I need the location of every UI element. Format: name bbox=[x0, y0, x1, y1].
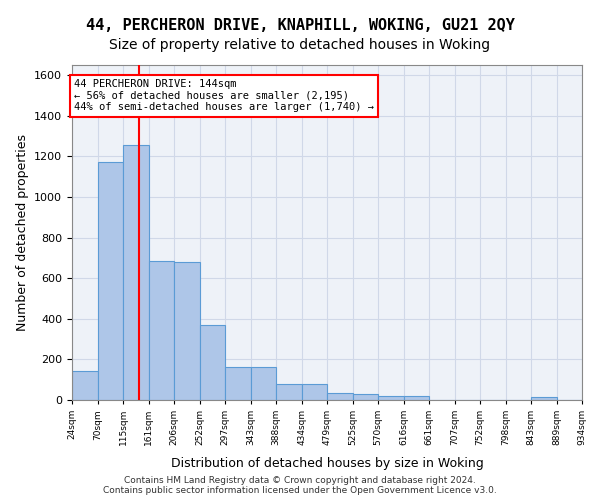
Text: 44, PERCHERON DRIVE, KNAPHILL, WOKING, GU21 2QY: 44, PERCHERON DRIVE, KNAPHILL, WOKING, G… bbox=[86, 18, 514, 32]
Bar bbox=[276, 384, 302, 400]
Bar bbox=[353, 394, 378, 400]
Text: 44 PERCHERON DRIVE: 144sqm
← 56% of detached houses are smaller (2,195)
44% of s: 44 PERCHERON DRIVE: 144sqm ← 56% of deta… bbox=[74, 79, 374, 112]
Bar bbox=[327, 393, 353, 400]
Bar bbox=[251, 366, 276, 400]
Text: Contains HM Land Registry data © Crown copyright and database right 2024.
Contai: Contains HM Land Registry data © Crown c… bbox=[103, 476, 497, 495]
Bar bbox=[531, 397, 557, 400]
Bar bbox=[378, 396, 404, 400]
Bar bbox=[123, 145, 149, 400]
Bar bbox=[72, 370, 98, 400]
Bar bbox=[225, 366, 251, 400]
Bar bbox=[98, 162, 123, 400]
Bar bbox=[404, 396, 429, 400]
Text: Size of property relative to detached houses in Woking: Size of property relative to detached ho… bbox=[109, 38, 491, 52]
Y-axis label: Number of detached properties: Number of detached properties bbox=[16, 134, 29, 331]
X-axis label: Distribution of detached houses by size in Woking: Distribution of detached houses by size … bbox=[170, 456, 484, 469]
Bar bbox=[174, 262, 200, 400]
Bar bbox=[302, 384, 327, 400]
Bar bbox=[149, 261, 174, 400]
Bar bbox=[200, 325, 225, 400]
